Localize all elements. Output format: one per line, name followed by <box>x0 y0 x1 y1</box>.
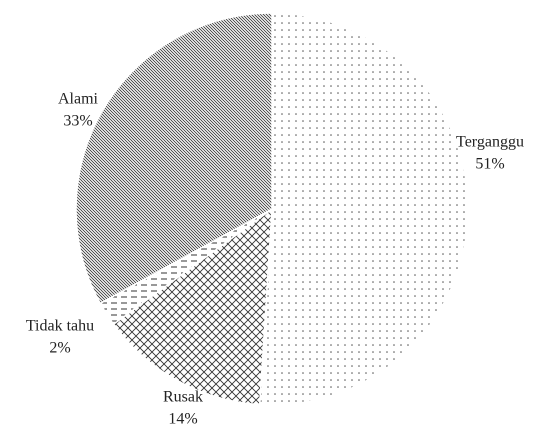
slice-value-label: 2% <box>49 340 70 357</box>
slice-value-label: 14% <box>168 411 197 428</box>
pie-slice <box>258 12 469 406</box>
slice-label: Alami <box>58 91 99 108</box>
pie-slice <box>75 12 273 305</box>
slice-value-label: 33% <box>63 113 92 130</box>
slice-label: Terganggu <box>456 134 524 151</box>
slice-label: Rusak <box>163 389 203 406</box>
slice-label: Tidak tahu <box>26 318 94 335</box>
slice-value-label: 51% <box>475 156 504 173</box>
pie-slice <box>112 207 273 406</box>
